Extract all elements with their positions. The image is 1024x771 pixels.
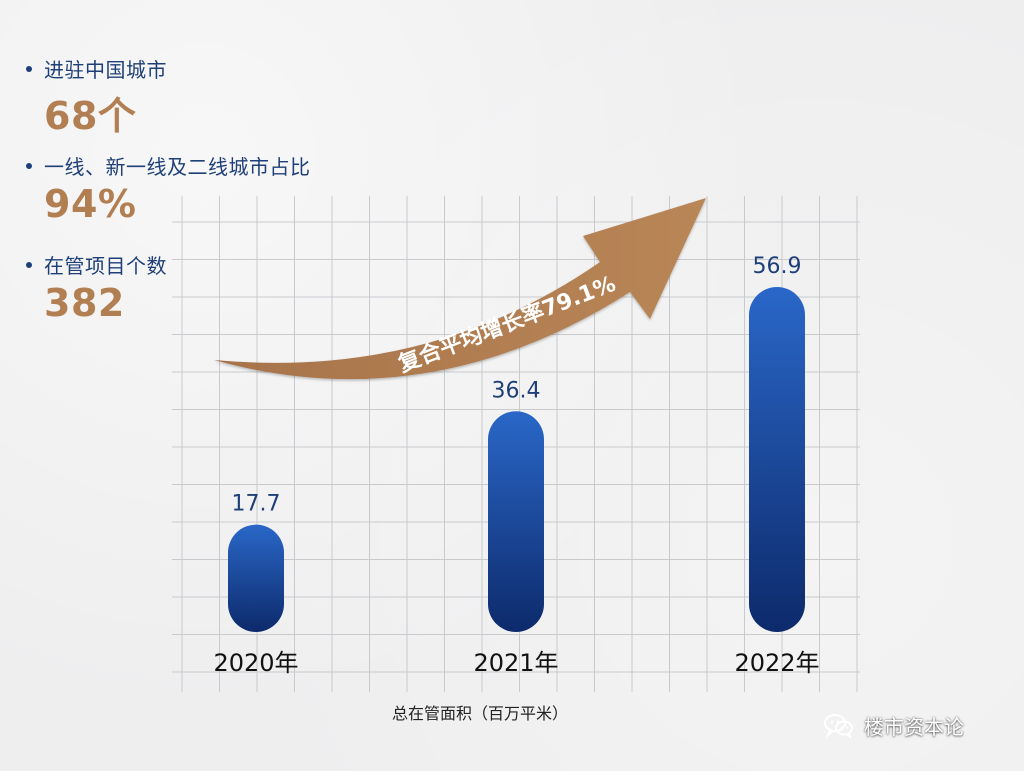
category-tick-label: 2020年 [213,649,298,677]
bar-value-label: 36.4 [492,378,541,403]
stat-city-share: 一线、新一线及二线城市占比 94% [26,151,311,226]
stat-label: 一线、新一线及二线城市占比 [44,155,311,179]
growth-rate-label: 复合平均增长率79.1% [394,271,619,378]
bar-value-label: 17.7 [232,492,281,517]
stat-value: 382 [44,281,125,325]
bar-2020年 [228,524,284,632]
bar-2022年 [749,287,805,632]
bullet-icon [26,261,32,268]
stat-label-row: 一线、新一线及二线城市占比 [26,151,311,180]
stat-cities: 进驻中国城市 68个 [26,54,167,140]
x-axis-title: 总在管面积（百万平米） [391,704,568,723]
stat-label-row: 进驻中国城市 [26,54,167,83]
stat-projects: 在管项目个数 382 [26,250,167,325]
category-tick-label: 2022年 [734,649,819,677]
watermark: 楼市资本论 [822,710,964,740]
bullet-icon [26,162,32,169]
chart-labels: 17.7 2020年 36.4 2021年 56.9 2022年 [213,254,819,677]
bar-value-label: 56.9 [753,254,802,279]
wechat-icon [824,714,853,738]
chart-bars [228,287,805,632]
bullet-icon [26,65,32,72]
bar-2021年 [488,411,544,632]
stat-label: 在管项目个数 [44,254,167,278]
watermark-text: 楼市资本论 [864,714,964,739]
stat-label-row: 在管项目个数 [26,250,167,279]
stat-value: 94% [44,182,137,226]
stat-value: 68个 [44,94,137,138]
category-tick-label: 2021年 [473,649,558,677]
stat-label: 进驻中国城市 [44,58,167,82]
